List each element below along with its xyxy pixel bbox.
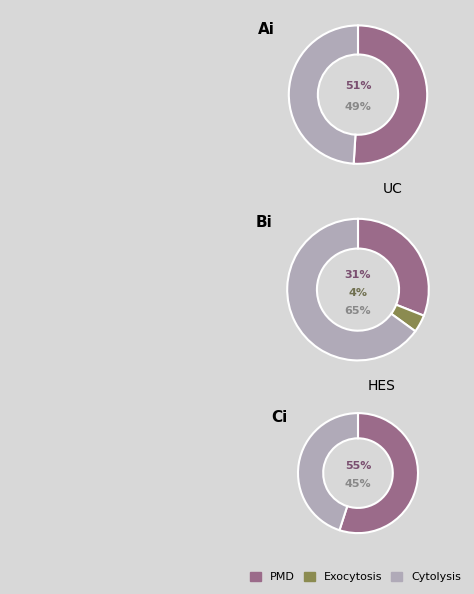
Text: ECRS: ECRS xyxy=(365,0,401,3)
Wedge shape xyxy=(391,305,424,331)
Wedge shape xyxy=(298,413,358,530)
Text: 45%: 45% xyxy=(345,479,371,489)
Wedge shape xyxy=(289,26,358,164)
Text: 51%: 51% xyxy=(345,81,371,91)
Wedge shape xyxy=(287,219,415,361)
Wedge shape xyxy=(354,26,427,164)
Text: 65%: 65% xyxy=(345,306,371,316)
Text: 4%: 4% xyxy=(348,288,367,298)
Legend: PMD, Exocytosis, Cytolysis: PMD, Exocytosis, Cytolysis xyxy=(250,572,461,582)
Text: 49%: 49% xyxy=(345,102,372,112)
Text: Ci: Ci xyxy=(271,410,287,425)
Text: Bi: Bi xyxy=(255,215,272,230)
Text: 31%: 31% xyxy=(345,270,371,280)
Text: HES: HES xyxy=(368,379,395,393)
Wedge shape xyxy=(358,219,429,315)
Text: Ai: Ai xyxy=(258,22,274,37)
Wedge shape xyxy=(339,413,418,533)
Text: UC: UC xyxy=(383,182,402,196)
Text: 55%: 55% xyxy=(345,461,371,471)
